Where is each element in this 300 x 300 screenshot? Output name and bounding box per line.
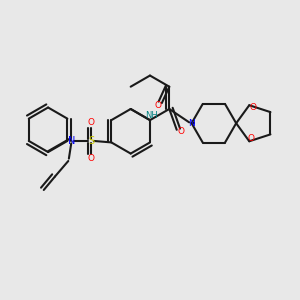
Text: S: S <box>88 136 94 146</box>
Text: N: N <box>188 119 195 128</box>
Text: O: O <box>88 154 95 164</box>
Text: N: N <box>68 136 75 146</box>
Text: O: O <box>88 118 95 127</box>
Text: O: O <box>178 128 185 136</box>
Text: NH: NH <box>145 111 158 120</box>
Text: O: O <box>155 101 162 110</box>
Text: O: O <box>249 103 256 112</box>
Text: O: O <box>247 134 254 143</box>
